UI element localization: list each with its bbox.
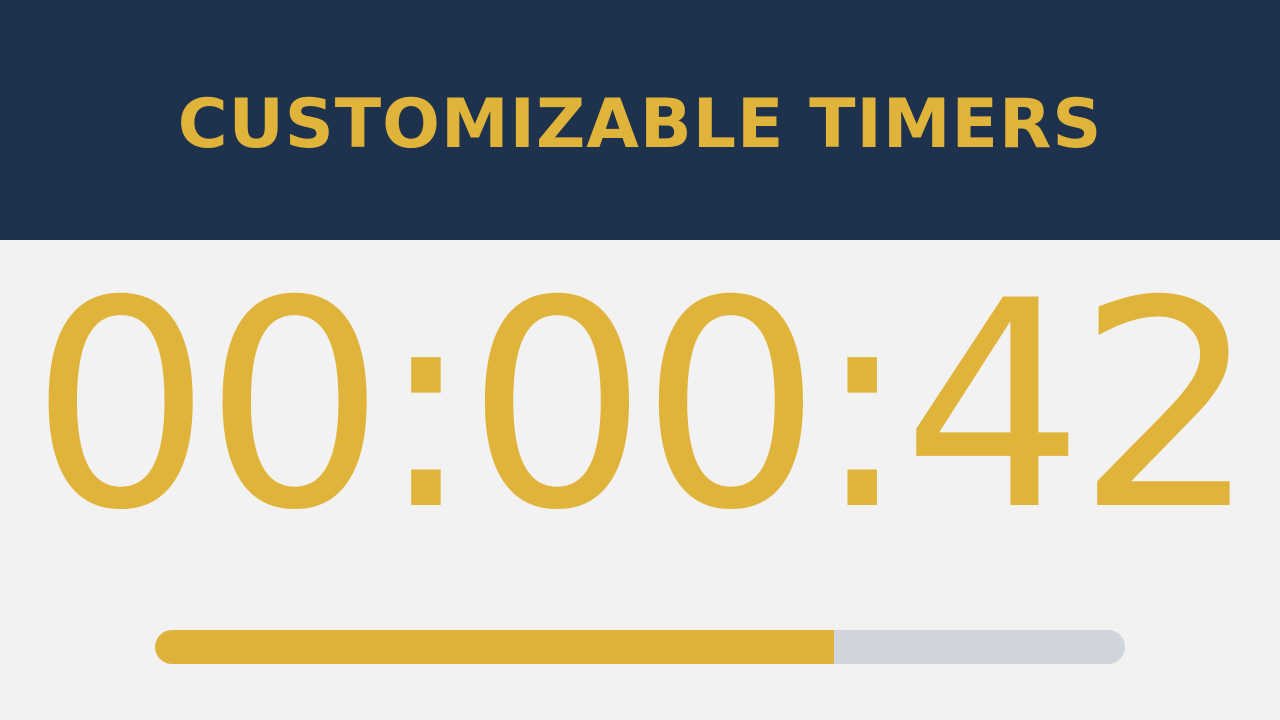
page-title: CUSTOMIZABLE TIMERS xyxy=(177,85,1103,164)
header-banner: CUSTOMIZABLE TIMERS xyxy=(0,0,1280,240)
timer-display: 00:00:42 xyxy=(29,241,1259,573)
progress-bar xyxy=(155,630,1125,664)
progress-bar-fill xyxy=(155,630,834,664)
